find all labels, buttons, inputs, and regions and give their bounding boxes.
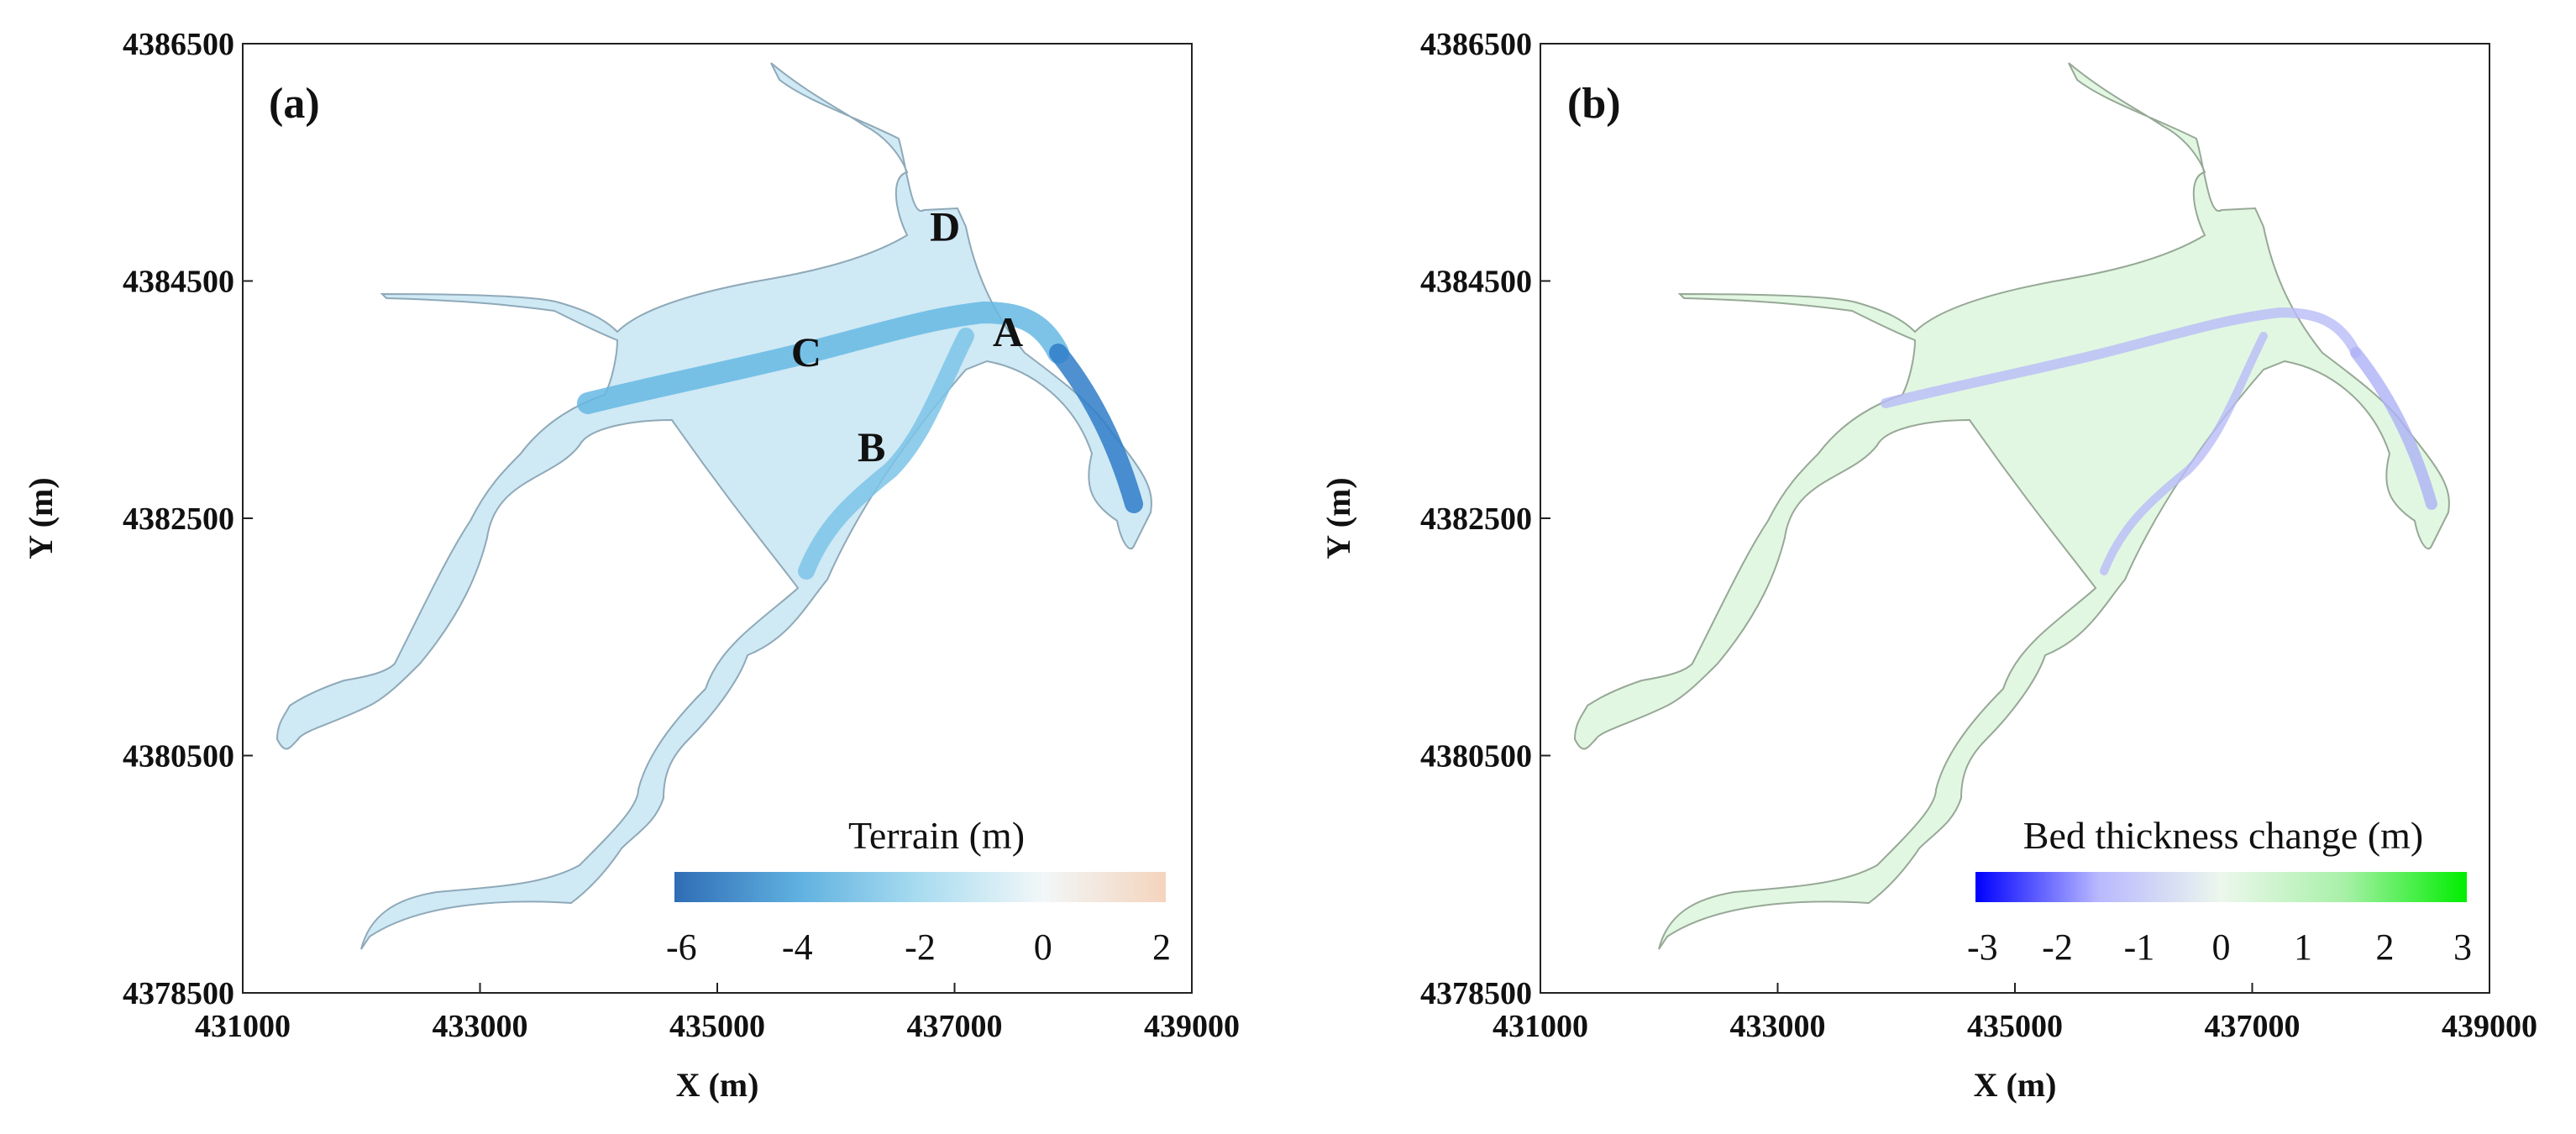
colorbar-tick-label: 0 — [1034, 927, 1052, 968]
x-axis-title-b: X (m) — [1974, 1066, 2057, 1104]
colorbar-title-b: Bed thickness change (m) — [2023, 814, 2423, 857]
point-label-c: C — [791, 328, 821, 375]
colorbar-ticks-b: -3 -2 -1 0 1 2 3 — [1967, 927, 2472, 968]
y-tick-label: 4384500 — [1420, 265, 1532, 300]
x-ticks-b: 431000 433000 435000 437000 439000 — [1493, 983, 2537, 1044]
x-ticks-a: 431000 433000 435000 437000 439000 — [195, 983, 1240, 1044]
point-label-d: D — [930, 202, 960, 249]
colorbar-tick-label: -2 — [2042, 927, 2073, 968]
x-tick-label: 437000 — [2205, 1009, 2301, 1044]
colorbar-tick-label: -3 — [1967, 927, 1998, 968]
y-tick-label: 4380500 — [1420, 739, 1532, 774]
y-tick-label: 4382500 — [1420, 501, 1532, 537]
point-label-a: A — [993, 308, 1023, 355]
colorbar-tick-label: 2 — [2376, 927, 2395, 968]
y-tick-label: 4382500 — [123, 501, 234, 537]
x-tick-label: 433000 — [433, 1009, 528, 1044]
plot-frame-b — [1540, 43, 2490, 994]
y-ticks-b: 4378500 4380500 4382500 4384500 4386500 — [1420, 27, 1550, 1011]
point-label-b: B — [858, 423, 885, 470]
colorbar-tick-label: 1 — [2294, 927, 2312, 968]
x-tick-label: 431000 — [1493, 1009, 1588, 1044]
x-tick-label: 439000 — [2442, 1009, 2537, 1044]
y-tick-label: 4380500 — [123, 739, 234, 774]
erosion-channel-main — [1881, 307, 2361, 408]
colorbar-tick-label: 0 — [2212, 927, 2231, 968]
colorbar-a: Terrain (m) -6 -4 -2 0 2 — [666, 814, 1171, 968]
erosion-channel-branch — [2100, 332, 2268, 575]
y-tick-label: 4384500 — [123, 265, 234, 300]
colorbar-ramp-a — [674, 872, 1166, 902]
point-labels-a: A B C D — [791, 202, 1023, 470]
x-tick-label: 431000 — [195, 1009, 291, 1044]
x-tick-label: 435000 — [1967, 1009, 2063, 1044]
deep-channel-lower — [1049, 344, 1143, 513]
deep-channel-branch — [798, 328, 974, 580]
colorbar-b: Bed thickness change (m) -3 -2 -1 0 1 2 3 — [1967, 814, 2472, 968]
x-tick-label: 435000 — [669, 1009, 765, 1044]
y-axis-title-b: Y (m) — [1319, 477, 1357, 559]
panel-label-b: (b) — [1567, 80, 1621, 128]
deep-channel-main — [577, 301, 1069, 414]
colorbar-tick-label: -4 — [782, 927, 813, 968]
colorbar-tick-label: -1 — [2124, 927, 2155, 968]
colorbar-tick-label: 3 — [2453, 927, 2472, 968]
panel-b: 431000 433000 435000 437000 439000 437850043… — [1319, 27, 2537, 1104]
x-tick-label: 433000 — [1730, 1009, 1826, 1044]
x-tick-label: 439000 — [1144, 1009, 1240, 1044]
x-axis-title-a: X (m) — [676, 1066, 759, 1104]
y-axis-title-a: Y (m) — [22, 477, 60, 559]
y-tick-label: 4386500 — [1420, 27, 1532, 62]
y-tick-label: 4378500 — [1420, 976, 1532, 1011]
colorbar-ramp-b — [1975, 872, 2467, 902]
colorbar-ticks-a: -6 -4 -2 0 2 — [666, 927, 1171, 968]
colorbar-tick-label: 2 — [1152, 927, 1171, 968]
y-ticks-a: 4378500 4380500 4382500 4384500 4386500 — [123, 27, 253, 1011]
colorbar-tick-label: -2 — [905, 927, 936, 968]
panel-a: A B C D 431000 433000 435000 437000 439000 4378… — [22, 27, 1240, 1104]
y-tick-label: 4378500 — [123, 976, 234, 1011]
colorbar-title-a: Terrain (m) — [848, 814, 1025, 857]
panel-label-a: (a) — [269, 80, 320, 128]
x-tick-label: 437000 — [907, 1009, 1003, 1044]
plot-frame-a — [242, 43, 1193, 994]
erosion-channel-lower — [2350, 347, 2437, 510]
colorbar-tick-label: -6 — [666, 927, 697, 968]
y-tick-label: 4386500 — [123, 27, 234, 62]
